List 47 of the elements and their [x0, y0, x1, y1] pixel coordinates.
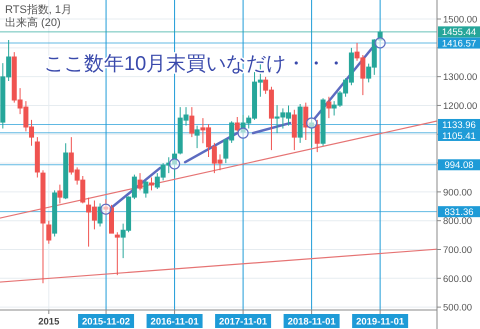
- candlestick: [114, 232, 120, 276]
- candlestick: [98, 202, 103, 227]
- candlestick: [292, 109, 297, 151]
- y-tick-label: 800.00: [443, 216, 472, 228]
- ref-line-label: 1416.57: [442, 38, 476, 50]
- candlestick: [40, 170, 46, 284]
- candlestick: [143, 180, 148, 198]
- candlestick: [320, 98, 326, 146]
- chart-title: RTS指数, 1月: [5, 4, 72, 16]
- candlestick: [326, 96, 332, 119]
- y-tick-label: 700.00: [443, 245, 472, 256]
- candlestick: [148, 176, 154, 191]
- ref-line-label: 831.36: [444, 206, 474, 218]
- text: 出来高 (20): [5, 16, 61, 29]
- point: [374, 37, 386, 49]
- x-tick-label: 2019-11-01: [356, 316, 405, 328]
- x-tick-label: 2016-11-01: [150, 316, 200, 328]
- candlestick: [194, 125, 200, 149]
- y-tick-label: 1300.00: [443, 72, 478, 84]
- x-tick-label: 2018-11-01: [288, 316, 336, 328]
- point: [100, 204, 112, 215]
- ref-line-label: 1133.96: [442, 120, 476, 131]
- ref-line-label: 1455.44: [442, 27, 476, 38]
- candlestick: [138, 172, 143, 191]
- y-tick-label: 1500.00: [443, 14, 478, 26]
- candlestick: [303, 102, 308, 141]
- point: [168, 158, 180, 170]
- x-tick-label: 2017-11-01: [219, 316, 268, 328]
- candlestick: [34, 136, 40, 178]
- ref-line-label: 1105.41: [442, 130, 476, 142]
- candlestick: [63, 142, 68, 200]
- candlestick: [189, 106, 194, 138]
- y-tick-label: 500.00: [443, 302, 472, 314]
- candlestick: [314, 119, 320, 153]
- point: [237, 128, 249, 139]
- candlestick: [234, 116, 240, 132]
- candlestick: [46, 220, 52, 244]
- ref-line-label: 994.08: [444, 160, 474, 172]
- x-tick-label: 2015-11-02: [82, 316, 130, 328]
- y-tick-label: 900.00: [443, 187, 472, 198]
- y-tick-label: 1200.00: [443, 100, 478, 112]
- x-tick-label: 2015: [38, 316, 60, 328]
- y-tick-label: 600.00: [443, 274, 472, 285]
- candlestick: [298, 104, 303, 144]
- candlestick: [52, 190, 58, 238]
- point: [306, 117, 318, 129]
- candlestick: [57, 184, 62, 204]
